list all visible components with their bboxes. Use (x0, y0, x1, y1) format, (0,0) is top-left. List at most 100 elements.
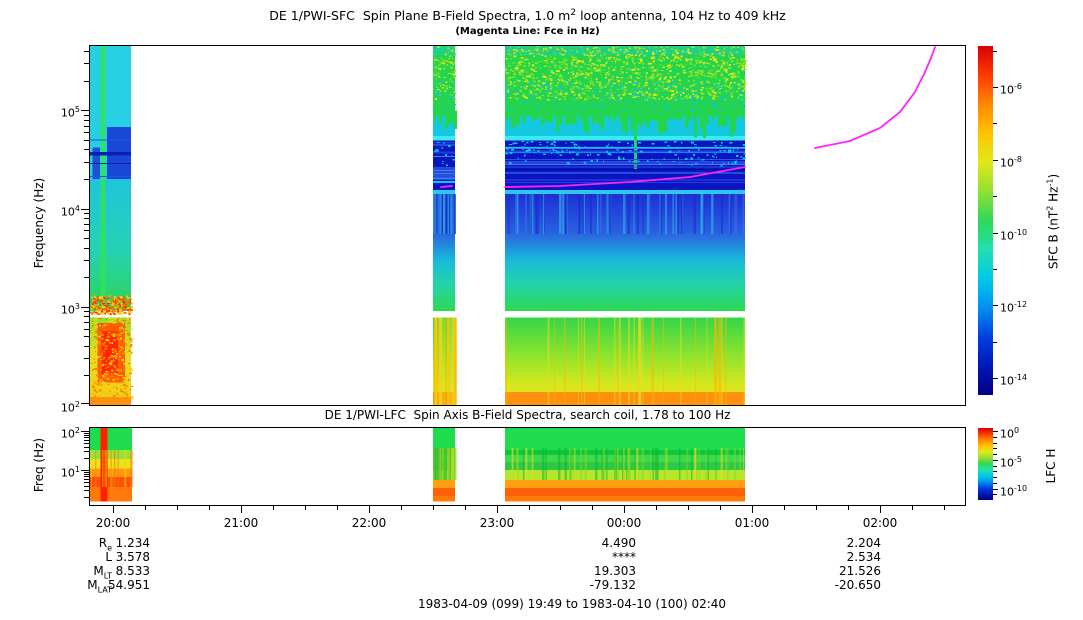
spectrogram-cell (103, 324, 107, 327)
sfc-colorbar-tick-label-base: 10 (1000, 301, 1014, 315)
sfc-colorbar-tick-major (993, 305, 998, 306)
spectrogram-cell (93, 384, 96, 387)
spectrogram-cell (91, 396, 95, 398)
spectrogram-cell (617, 149, 619, 152)
spectrogram-cell (546, 86, 549, 88)
lfc-colorbar-tick-minor (993, 437, 997, 438)
spectrogram-cell (129, 340, 132, 342)
spectrogram-cell (737, 72, 740, 75)
xtick-minor (848, 505, 849, 510)
spectrogram-cell (549, 87, 552, 90)
spectrogram-cell (125, 346, 128, 348)
spectrogram-cell (118, 351, 121, 353)
spectrogram-cell (589, 80, 593, 82)
spectrogram-cell (731, 77, 734, 80)
spectrogram-cell (628, 47, 631, 50)
spectrogram-cell (702, 61, 706, 64)
spectrogram-cell (583, 63, 587, 66)
spectrogram-cell (549, 78, 552, 81)
spectrogram-cell (581, 87, 584, 90)
spectrogram-cell (584, 92, 587, 95)
spectrogram-cell (562, 61, 566, 63)
spectrogram-cell (691, 164, 694, 166)
spectrogram-cell (125, 389, 129, 391)
spectrogram-cell (740, 94, 743, 97)
spectrogram-cell (742, 110, 745, 120)
spectrogram-cell (571, 70, 574, 73)
spectrogram-cell (433, 428, 455, 451)
spectrogram-cell (711, 89, 715, 91)
spectrogram-cell (728, 89, 732, 91)
spectrogram-cell (107, 302, 111, 305)
spectrogram-cell (113, 450, 116, 488)
spectrogram-cell (90, 371, 92, 374)
spectrogram-cell (96, 297, 100, 300)
spectrogram-cell (454, 110, 457, 130)
spectrogram-cell (633, 83, 635, 86)
spectrogram-cell (636, 46, 640, 49)
spectrogram-cell (743, 88, 747, 90)
spectrogram-cell (671, 85, 675, 87)
spectrogram-cell (575, 81, 578, 84)
spectrogram-cell (685, 88, 689, 90)
spectrogram-cell (543, 65, 547, 67)
spectrogram-cell (678, 79, 681, 81)
spectrogram-cell (111, 362, 113, 365)
spectrogram-cell (652, 78, 654, 81)
spectrogram-cell (511, 70, 514, 72)
spectrogram-cell (640, 51, 643, 54)
spectrogram-cell (543, 84, 547, 86)
spectrogram-cell (611, 49, 614, 51)
spectrogram-cell (533, 89, 536, 92)
spectrogram-cell (597, 69, 601, 71)
spectrogram-cell (95, 308, 98, 310)
spectrogram-cell (735, 160, 738, 163)
spectrogram-cell (450, 61, 452, 63)
spectrogram-cell (623, 109, 625, 112)
spectrogram-cell (547, 317, 550, 405)
spectrogram-cell (645, 91, 649, 94)
spectrogram-cell (452, 63, 455, 66)
spectrogram-cell (673, 58, 676, 60)
spectrogram-cell (577, 87, 581, 90)
spectrogram-cell (744, 62, 747, 64)
spectrogram-cell (505, 317, 745, 405)
spectrogram-cell (446, 63, 448, 65)
spectrogram-cell (549, 47, 553, 49)
spectrogram-cell (508, 161, 512, 164)
spectrogram-cell (664, 76, 666, 79)
spectrogram-cell (656, 73, 660, 75)
spectrogram-cell (668, 98, 671, 100)
spectrogram-cell (531, 60, 535, 63)
spectrogram-cell (741, 64, 745, 67)
xtick-major (497, 505, 498, 513)
spectrogram-cell (505, 450, 745, 456)
spectrogram-cell (620, 77, 624, 79)
spectrogram-cell (119, 309, 122, 312)
spectrogram-cell (92, 364, 95, 366)
spectrogram-cell (701, 87, 705, 89)
spectrogram-cell (434, 59, 437, 61)
spectrogram-cell (608, 93, 612, 96)
spectrogram-cell (605, 62, 608, 65)
sfc-colorbar-tick-label-exp: -8 (1014, 155, 1022, 164)
spectrogram-cell (633, 317, 635, 405)
spectrogram-cell (687, 48, 690, 50)
spectrogram-cell (626, 101, 630, 104)
spectrogram-cell (699, 65, 702, 68)
spectrogram-cell (90, 153, 131, 155)
spectrogram-cell (524, 143, 526, 146)
spectrogram-cell (623, 157, 625, 159)
spectrogram-cell (453, 53, 456, 55)
xtick-minor (912, 505, 913, 510)
spectrogram-cell (571, 97, 574, 99)
spectrogram-cell (130, 338, 134, 340)
spectrogram-cell (563, 96, 565, 99)
spectrogram-cell (726, 79, 729, 81)
spectrogram-cell (738, 94, 742, 97)
spectrogram-cell (111, 369, 114, 372)
spectrogram-cell (702, 50, 706, 53)
ephemeris-row-label: MLAT (40, 578, 112, 597)
spectrogram-cell (577, 110, 580, 116)
spectrogram-cell (593, 67, 597, 70)
